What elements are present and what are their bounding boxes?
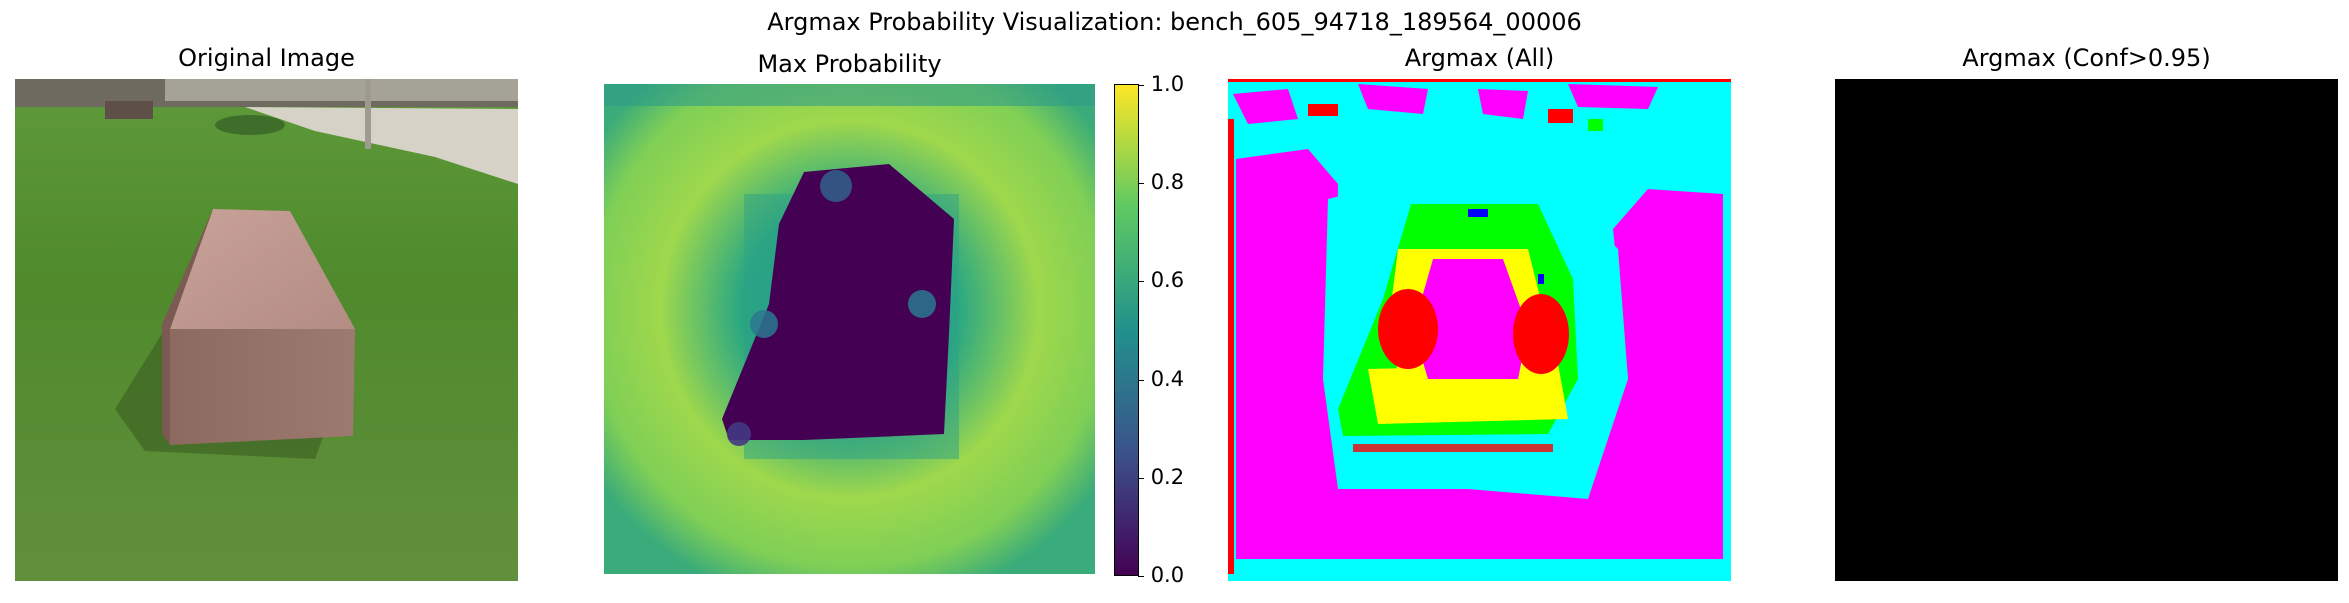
panel-title-argmax-all: Argmax (All) [1404,44,1555,72]
max-probability-map [604,84,1095,574]
colorbar-tick-0-0: 0.0 [1138,563,1184,587]
figure-suptitle: Argmax Probability Visualization: bench_… [767,8,1582,36]
colorbar-tick-0-8: 0.8 [1138,170,1184,194]
panel-title-maxprob: Max Probability [757,50,942,78]
original-image [15,79,518,581]
colorbar-tick-0-4: 0.4 [1138,367,1184,391]
argmax-conf-map [1835,79,2338,581]
argmax-all-map [1228,79,1731,581]
colorbar-tick-1-0: 1.0 [1138,72,1184,96]
colorbar-tick-0-2: 0.2 [1138,465,1184,489]
panel-title-argmax-conf: Argmax (Conf>0.95) [1962,44,2211,72]
colorbar [1114,84,1139,576]
panel-title-original: Original Image [178,44,355,72]
colorbar-tick-0-6: 0.6 [1138,268,1184,292]
